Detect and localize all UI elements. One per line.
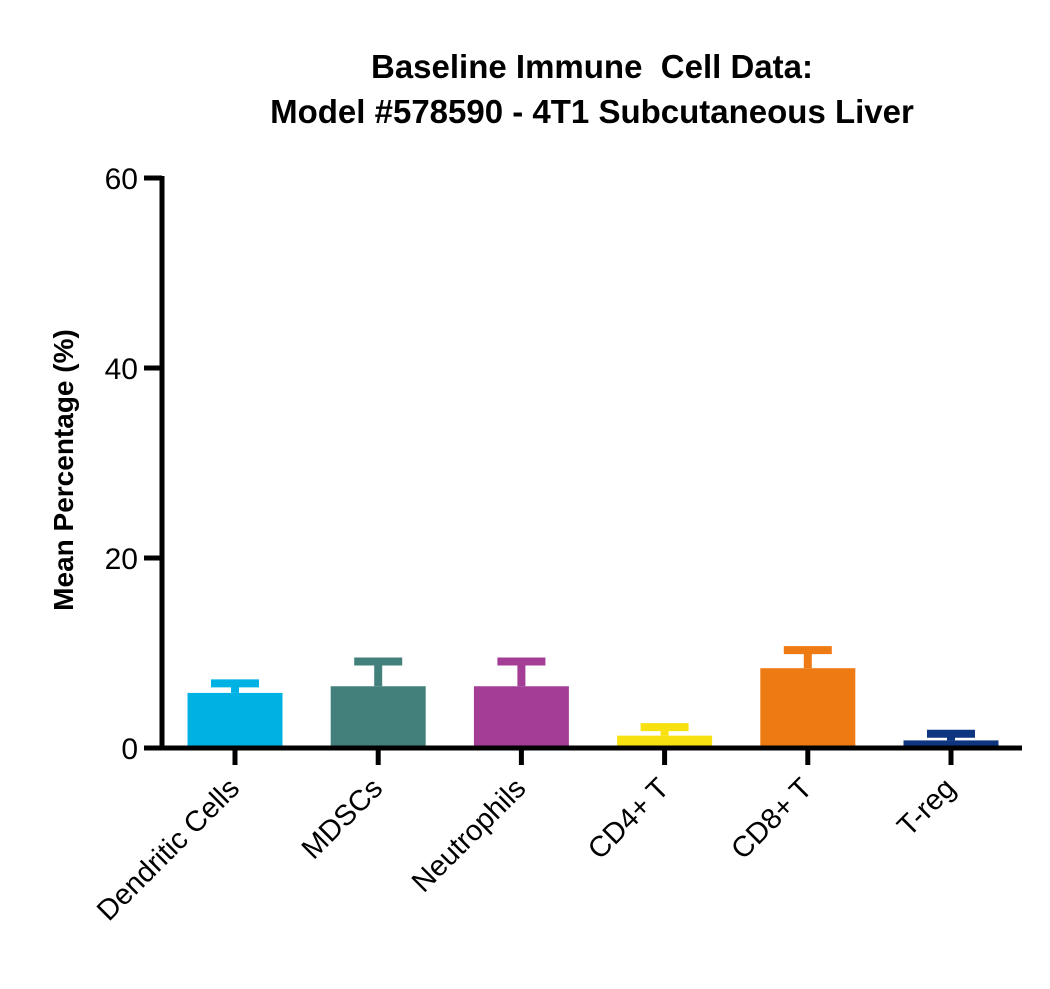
bar	[330, 686, 426, 748]
y-axis-label: Mean Percentage (%)	[48, 329, 79, 611]
x-tick-label: CD4+ T	[582, 772, 676, 866]
x-tick-label: CD8+ T	[725, 772, 819, 866]
chart-title: Baseline Immune Cell Data:	[371, 48, 813, 85]
x-tick-label: T-reg	[891, 772, 961, 842]
y-tick-label: 20	[105, 543, 138, 576]
y-axis: 0 20 40 60	[105, 163, 165, 766]
bar	[617, 735, 713, 748]
x-tick-label: Dendritic Cells	[91, 772, 246, 927]
x-tick-label: Neutrophils	[406, 772, 532, 898]
x-tick-label: MDSCs	[296, 772, 389, 865]
chart-subtitle: Model #578590 - 4T1 Subcutaneous Liver	[270, 93, 914, 130]
y-tick-label: 0	[121, 733, 138, 766]
bar	[903, 740, 999, 748]
bar	[760, 668, 856, 748]
bar	[187, 692, 283, 748]
x-axis: Dendritic Cells MDSCs Neutrophils CD4+ T CD8…	[91, 745, 1022, 927]
bar	[473, 686, 569, 748]
bars-group	[187, 646, 999, 748]
y-tick-label: 60	[105, 163, 138, 196]
y-tick-label: 40	[105, 353, 138, 386]
